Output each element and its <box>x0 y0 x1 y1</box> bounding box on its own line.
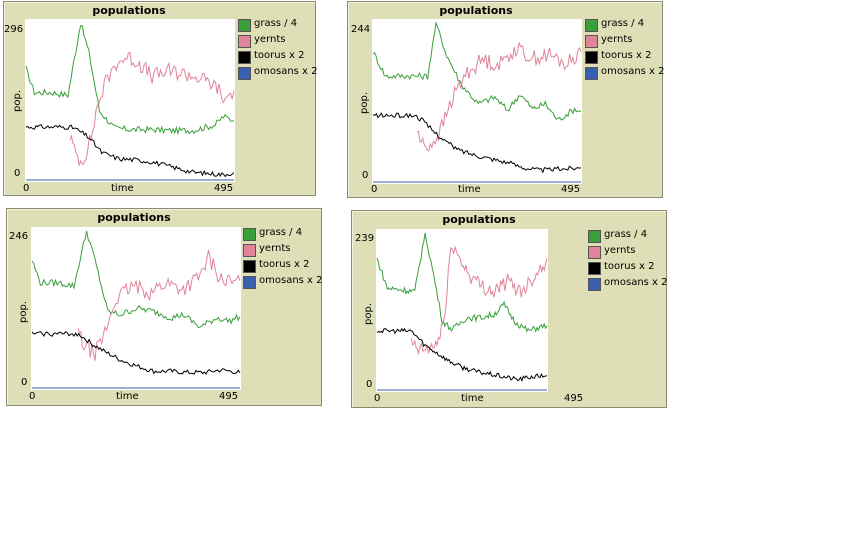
legend: grass / 4 yernts toorus x 2 omosans x 2 <box>243 227 323 289</box>
legend: grass / 4 yernts toorus x 2 omosans x 2 <box>585 18 665 80</box>
legend-swatch <box>238 67 251 80</box>
y-axis-label: pop. <box>359 92 370 114</box>
y-max-label: 246 <box>9 231 29 242</box>
legend-swatch <box>588 246 601 259</box>
x-min-label: 0 <box>29 391 36 402</box>
population-plot-panel: populations 244 0 pop. 0 time 495 grass … <box>347 1 665 198</box>
legend-label: yernts <box>254 34 286 45</box>
x-axis-label: time <box>461 393 484 404</box>
legend-label: grass / 4 <box>259 227 303 238</box>
series-line <box>31 230 241 329</box>
legend-label: yernts <box>601 34 633 45</box>
legend-label: toorus x 2 <box>254 50 305 61</box>
legend-swatch <box>238 19 251 32</box>
legend: grass / 4 yernts toorus x 2 omosans x 2 <box>238 18 318 80</box>
series-line <box>69 51 235 166</box>
legend-swatch <box>588 278 601 291</box>
y-axis-label: pop. <box>363 303 374 325</box>
series-line <box>31 331 241 375</box>
legend-swatch <box>588 230 601 243</box>
legend-swatch <box>585 19 598 32</box>
plot-title: populations <box>97 211 171 224</box>
legend-swatch <box>585 67 598 80</box>
series-line <box>372 21 582 121</box>
x-axis-label: time <box>116 391 139 402</box>
plot-title: populations <box>442 213 516 226</box>
legend-swatch <box>238 51 251 64</box>
y-axis-label: pop. <box>18 301 29 323</box>
series-line <box>25 25 235 136</box>
legend-swatch <box>585 35 598 48</box>
legend-label: yernts <box>604 245 636 256</box>
series-line <box>25 124 235 178</box>
y-min-label: 0 <box>21 377 28 388</box>
x-min-label: 0 <box>23 183 30 194</box>
legend-label: grass / 4 <box>254 18 298 29</box>
plot-area <box>376 229 548 392</box>
legend-label: toorus x 2 <box>601 50 652 61</box>
legend-label: toorus x 2 <box>259 259 310 270</box>
plot-area <box>31 227 241 390</box>
legend-swatch <box>243 228 256 241</box>
y-min-label: 0 <box>362 170 369 181</box>
x-min-label: 0 <box>374 393 381 404</box>
legend-label: grass / 4 <box>601 18 645 29</box>
x-axis-label: time <box>111 183 134 194</box>
plot-area <box>372 19 582 184</box>
plot-title: populations <box>439 4 513 17</box>
x-min-label: 0 <box>371 184 378 195</box>
series-line <box>376 232 548 333</box>
series-line <box>372 112 582 174</box>
x-max-label: 495 <box>564 393 584 404</box>
y-max-label: 244 <box>351 24 371 35</box>
legend-swatch <box>588 262 601 275</box>
population-plot-panel: populations 246 0 pop. 0 time 495 grass … <box>6 208 323 406</box>
legend-label: yernts <box>259 243 291 254</box>
y-max-label: 296 <box>4 24 24 35</box>
legend: grass / 4 yernts toorus x 2 omosans x 2 <box>588 229 668 291</box>
legend-label: omosans x 2 <box>604 277 668 288</box>
series-line <box>376 327 548 383</box>
population-plot-panel: populations 239 0 pop. 0 time 495 grass … <box>351 210 668 408</box>
x-max-label: 495 <box>214 183 234 194</box>
series-line <box>77 249 241 361</box>
series-line <box>410 245 548 356</box>
legend-swatch <box>243 276 256 289</box>
x-axis-label: time <box>458 184 481 195</box>
x-max-label: 495 <box>561 184 581 195</box>
legend-swatch <box>243 244 256 257</box>
y-min-label: 0 <box>14 168 21 179</box>
plot-title: populations <box>92 4 166 17</box>
legend-swatch <box>238 35 251 48</box>
legend-label: toorus x 2 <box>604 261 655 272</box>
y-min-label: 0 <box>366 379 373 390</box>
legend-swatch <box>243 260 256 273</box>
plot-area <box>25 19 235 182</box>
x-max-label: 495 <box>219 391 239 402</box>
legend-label: omosans x 2 <box>254 66 318 77</box>
y-max-label: 239 <box>355 233 375 244</box>
y-axis-label: pop. <box>12 90 23 112</box>
legend-label: grass / 4 <box>604 229 648 240</box>
legend-label: omosans x 2 <box>601 66 665 77</box>
population-plot-panel: populations 296 0 pop. 0 time 495 grass … <box>3 1 318 196</box>
legend-label: omosans x 2 <box>259 275 323 286</box>
legend-swatch <box>585 51 598 64</box>
series-line <box>417 41 582 152</box>
